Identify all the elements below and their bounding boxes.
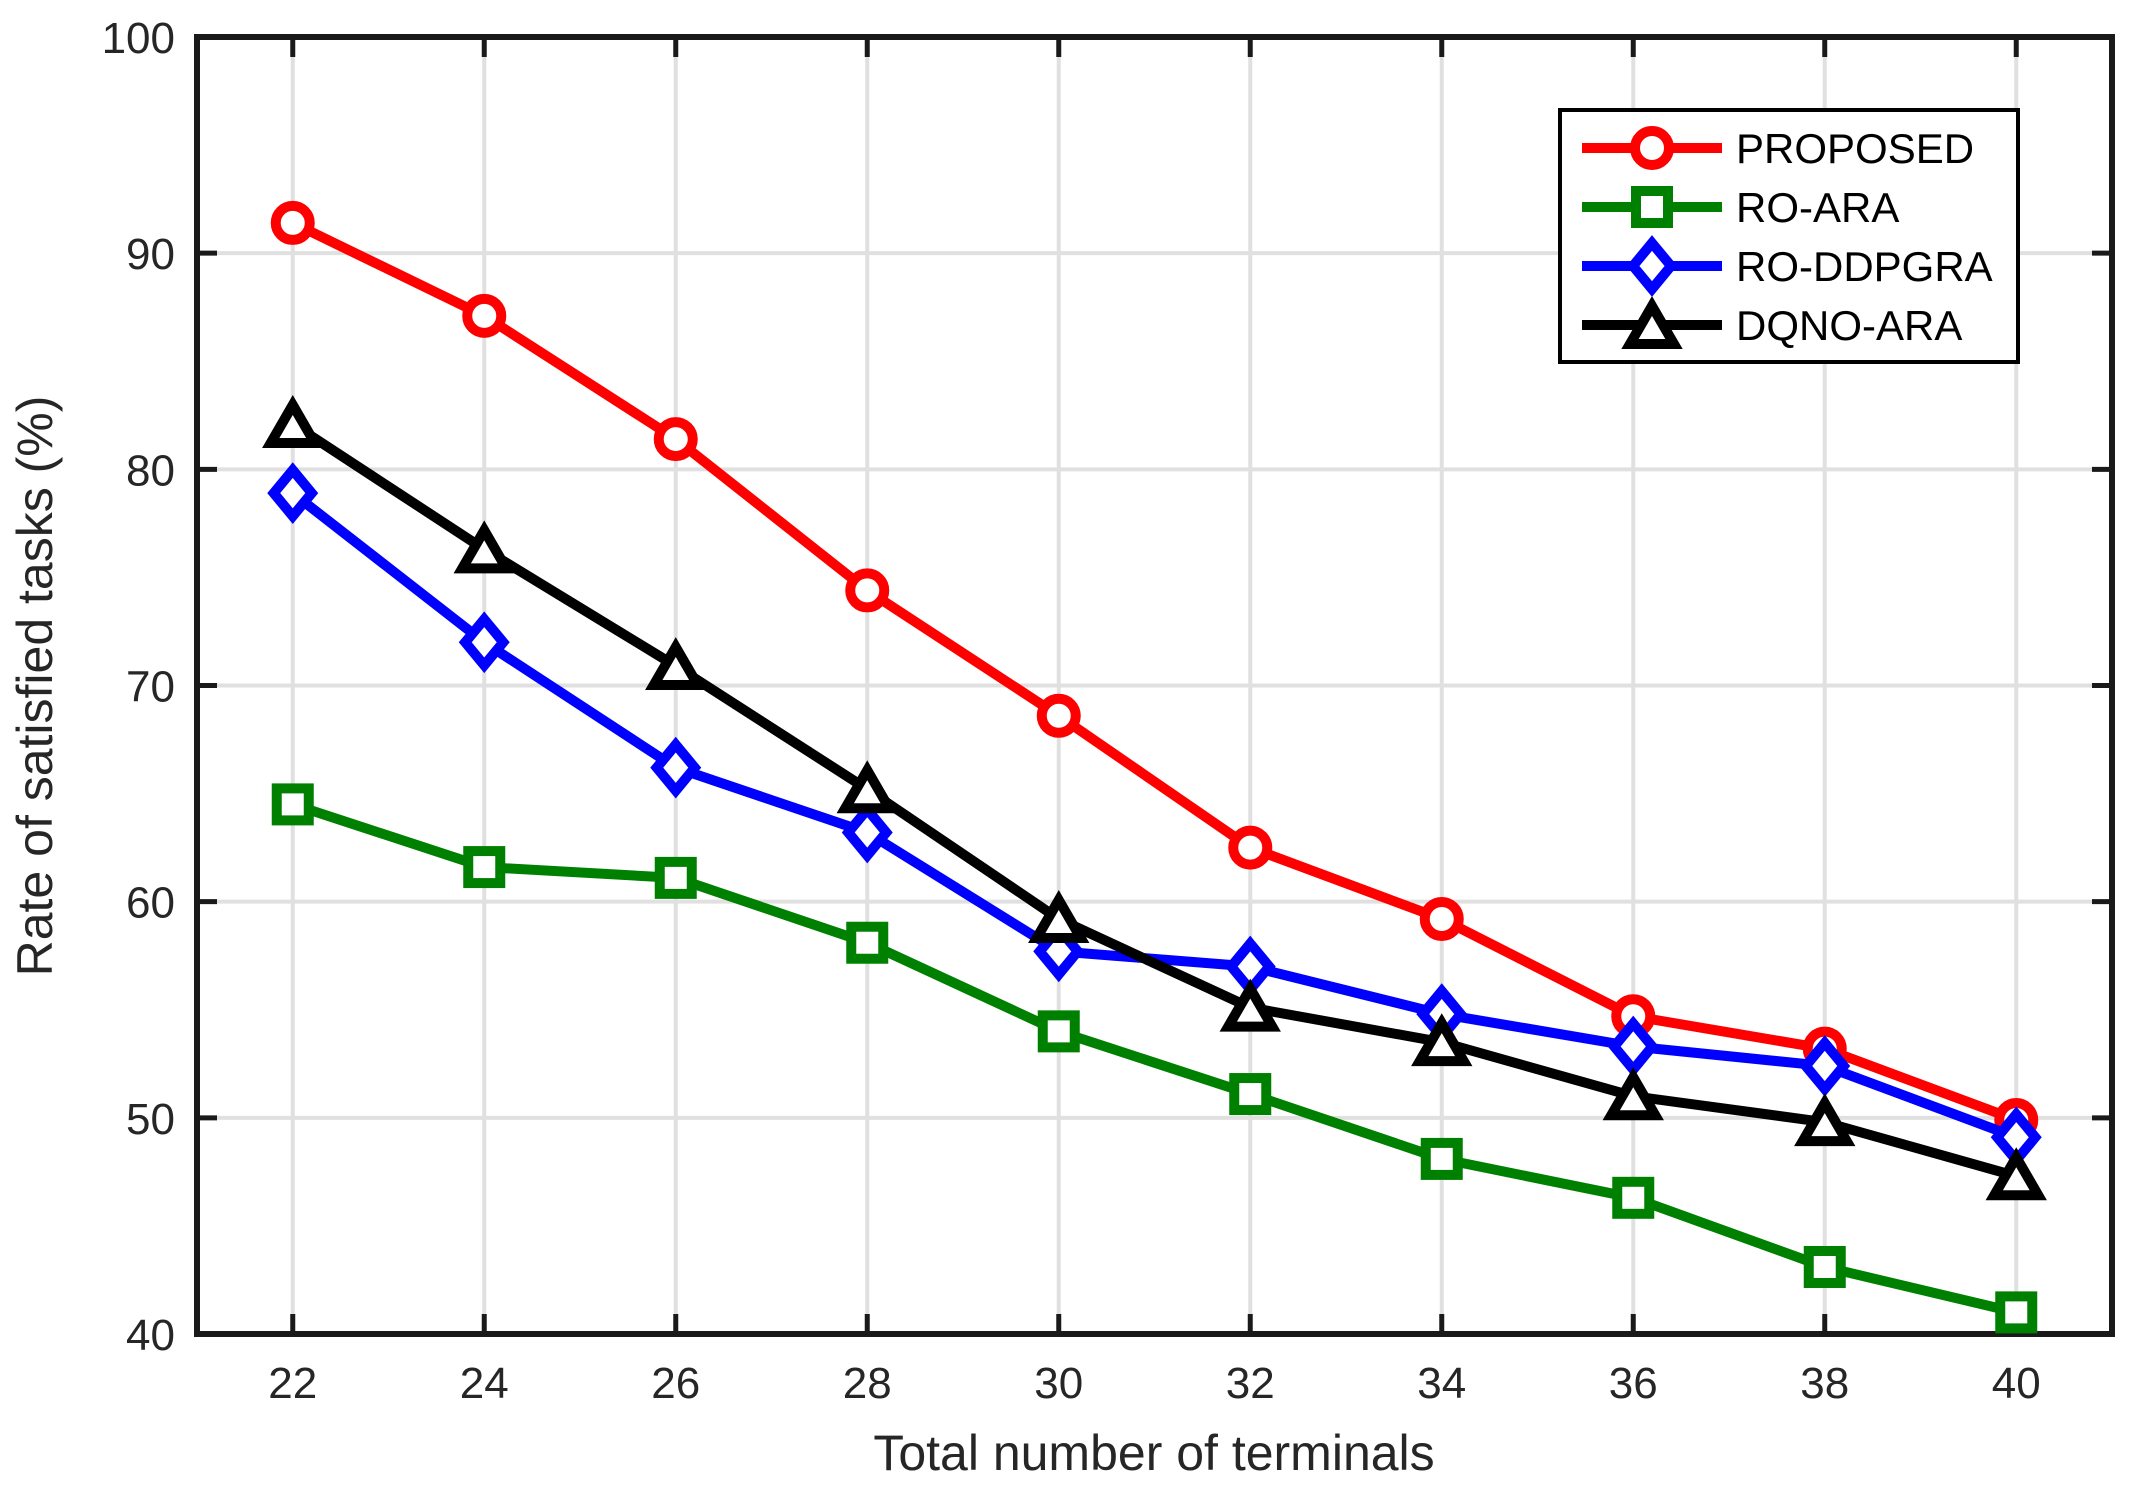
series-line xyxy=(287,799,2022,1318)
series-DQNO-ARA xyxy=(262,394,2047,1201)
x-tick-label: 26 xyxy=(651,1359,700,1408)
triangle-marker xyxy=(1219,978,1281,1032)
diamond-marker xyxy=(458,611,510,674)
grid-lines xyxy=(197,37,2112,1334)
y-tick-label: 90 xyxy=(126,230,175,279)
y-tick-label: 70 xyxy=(126,663,175,712)
legend-label: PROPOSED xyxy=(1736,125,1974,172)
circle-marker xyxy=(1228,825,1273,870)
diamond-marker xyxy=(650,736,702,799)
square-marker xyxy=(271,783,314,826)
square-marker xyxy=(1612,1176,1655,1219)
legend-entry-RO-ARA: RO-ARA xyxy=(1582,184,1899,231)
x-tick-label: 28 xyxy=(843,1359,892,1408)
circle-marker xyxy=(1036,693,1081,738)
axis-ticks xyxy=(197,34,2112,1337)
diamond-marker xyxy=(267,462,319,524)
circle-marker xyxy=(1419,896,1464,941)
data-series xyxy=(262,200,2047,1334)
diamond-marker xyxy=(1626,235,1678,297)
y-tick-label: 40 xyxy=(126,1311,175,1360)
square-marker xyxy=(1037,1010,1080,1053)
square-marker xyxy=(654,856,697,899)
square-marker xyxy=(1631,186,1673,228)
legend-label: RO-DDPGRA xyxy=(1736,243,1993,290)
triangle-marker xyxy=(1411,1013,1473,1067)
square-marker xyxy=(1420,1137,1463,1180)
circle-marker xyxy=(845,568,890,613)
diamond-marker xyxy=(841,801,893,864)
x-tick-label: 30 xyxy=(1034,1359,1083,1408)
y-tick-label: 60 xyxy=(126,879,175,928)
y-tick-label: 100 xyxy=(102,14,175,63)
triangle-marker xyxy=(262,394,324,448)
diamond-marker xyxy=(1799,1035,1851,1097)
circle-marker xyxy=(1630,126,1674,170)
triangle-marker xyxy=(1794,1093,1856,1147)
triangle-marker xyxy=(1621,296,1683,349)
x-tick-label: 22 xyxy=(268,1359,317,1408)
y-tick-label: 80 xyxy=(126,446,175,495)
triangle-marker xyxy=(1028,889,1090,943)
y-axis-label: Rate of satisfied tasks (%) xyxy=(7,396,63,977)
legend-entry-RO-DDPGRA: RO-DDPGRA xyxy=(1582,235,1993,297)
x-axis-label: Total number of terminals xyxy=(873,1425,1434,1481)
triangle-marker xyxy=(1985,1147,2047,1201)
series-RO-ARA xyxy=(271,783,2038,1334)
legend-label: DQNO-ARA xyxy=(1736,302,1962,349)
series-RO-DDPGRA xyxy=(267,462,2042,1169)
legend-entry-PROPOSED: PROPOSED xyxy=(1582,125,1974,172)
triangle-marker xyxy=(836,760,898,814)
circle-marker xyxy=(462,293,507,338)
square-marker xyxy=(1995,1291,2038,1334)
x-tick-label: 34 xyxy=(1417,1359,1466,1408)
square-marker xyxy=(1803,1245,1846,1288)
triangle-marker xyxy=(453,520,515,574)
circle-marker xyxy=(653,417,698,462)
circle-marker xyxy=(270,200,315,245)
x-tick-label: 24 xyxy=(460,1359,509,1408)
triangle-marker xyxy=(645,637,707,691)
legend-label: RO-ARA xyxy=(1736,184,1899,231)
legend-entry-DQNO-ARA: DQNO-ARA xyxy=(1582,296,1962,349)
tick-labels: 22 24 26 28 30 32 34 36 38 40 40 50 60 70 80 90 100 xyxy=(102,14,2041,1408)
square-marker xyxy=(463,846,506,889)
legend: PROPOSED RO-ARA RO-DDPGRA DQNO-ARA xyxy=(1558,108,2020,364)
square-marker xyxy=(846,921,889,964)
x-tick-label: 38 xyxy=(1800,1359,1849,1408)
square-marker xyxy=(1229,1073,1272,1116)
triangle-marker xyxy=(1602,1067,1664,1121)
series-line xyxy=(287,418,2022,1182)
x-tick-label: 36 xyxy=(1609,1359,1658,1408)
x-tick-label: 32 xyxy=(1226,1359,1275,1408)
y-tick-label: 50 xyxy=(126,1095,175,1144)
series-line xyxy=(287,217,2022,1125)
x-tick-label: 40 xyxy=(1992,1359,2041,1408)
